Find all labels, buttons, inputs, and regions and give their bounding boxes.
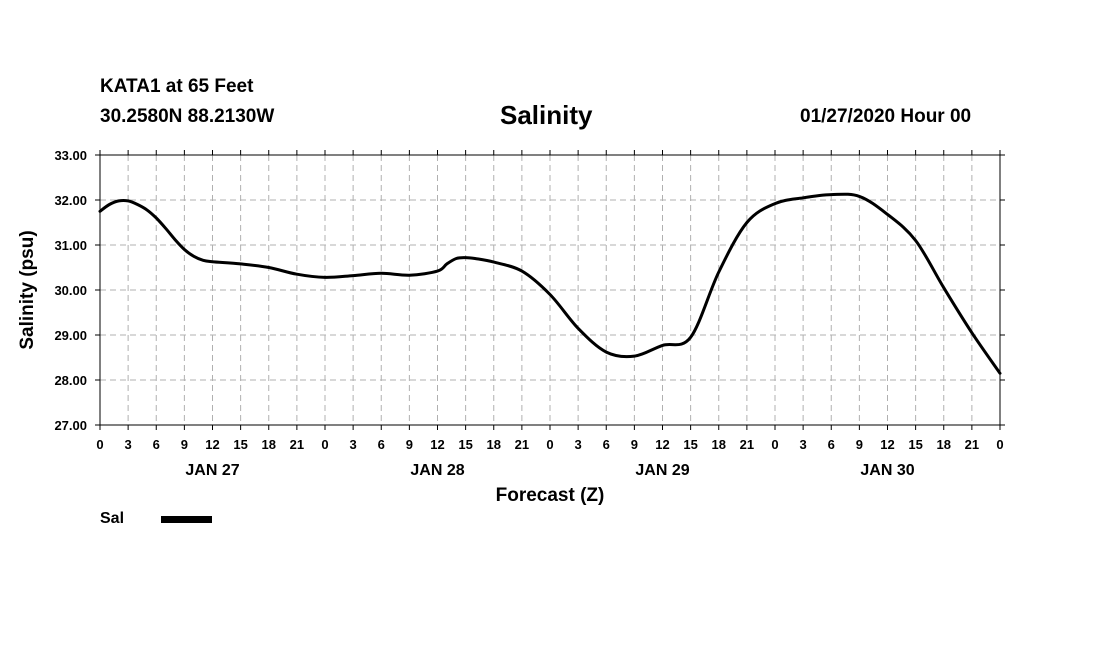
x-tick-label: 0	[546, 437, 553, 452]
day-label: JAN 27	[185, 462, 239, 479]
x-tick-label: 3	[350, 437, 357, 452]
day-labels: JAN 27 JAN 28 JAN 29 JAN 30	[185, 462, 914, 479]
x-tick-label: 9	[631, 437, 638, 452]
station-coordinates: 30.2580N 88.2130W	[100, 106, 275, 127]
x-tick-label: 6	[378, 437, 385, 452]
x-tick-label: 9	[406, 437, 413, 452]
x-tick-label: 3	[800, 437, 807, 452]
y-axis-label: Salinity (psu)	[17, 230, 38, 349]
x-tick-label: 15	[908, 437, 922, 452]
x-tick-label: 0	[996, 437, 1003, 452]
x-axis-label: Forecast (Z)	[496, 485, 605, 506]
chart-grid	[100, 155, 1000, 425]
y-tick-label: 31.00	[54, 238, 87, 253]
x-axis-ticks: 0 3 6 9 12 15 18 21 0 3 6 9 12 15 18 21 0 3 6 9 12 15 18 21 0 3 6 9…	[96, 150, 1004, 452]
day-label: JAN 29	[635, 462, 689, 479]
x-tick-label: 18	[262, 437, 276, 452]
y-tick-label: 27.00	[54, 418, 87, 433]
x-tick-label: 0	[96, 437, 103, 452]
chart-title: Salinity	[500, 100, 593, 130]
series-line-sal	[98, 192, 1002, 375]
x-tick-label: 12	[880, 437, 894, 452]
forecast-timestamp: 01/27/2020 Hour 00	[800, 106, 972, 127]
x-tick-label: 12	[655, 437, 669, 452]
x-tick-label: 3	[575, 437, 582, 452]
x-tick-label: 0	[321, 437, 328, 452]
x-tick-label: 21	[515, 437, 529, 452]
x-tick-label: 18	[712, 437, 726, 452]
x-tick-label: 9	[856, 437, 863, 452]
y-tick-label: 33.00	[54, 148, 87, 163]
day-label: JAN 30	[860, 462, 914, 479]
day-label: JAN 28	[410, 462, 464, 479]
x-tick-label: 21	[740, 437, 754, 452]
y-tick-label: 28.00	[54, 373, 87, 388]
x-tick-label: 15	[458, 437, 472, 452]
x-tick-label: 9	[181, 437, 188, 452]
legend-swatch	[161, 516, 212, 523]
x-tick-label: 18	[937, 437, 951, 452]
y-tick-label: 30.00	[54, 283, 87, 298]
station-label: KATA1 at 65 Feet	[100, 76, 254, 97]
legend-label: Sal	[100, 510, 125, 527]
x-tick-label: 6	[153, 437, 160, 452]
x-tick-label: 15	[683, 437, 697, 452]
x-tick-label: 6	[603, 437, 610, 452]
x-tick-label: 18	[487, 437, 501, 452]
x-tick-label: 15	[233, 437, 247, 452]
x-tick-label: 3	[125, 437, 132, 452]
x-tick-label: 21	[290, 437, 304, 452]
y-tick-label: 32.00	[54, 193, 87, 208]
x-tick-label: 0	[771, 437, 778, 452]
x-tick-label: 6	[828, 437, 835, 452]
x-tick-label: 21	[965, 437, 979, 452]
x-tick-label: 12	[430, 437, 444, 452]
y-tick-label: 29.00	[54, 328, 87, 343]
x-tick-label: 12	[205, 437, 219, 452]
y-axis-ticks: 27.00 28.00 29.00 30.00 31.00 32.00 33.00	[54, 148, 1005, 433]
